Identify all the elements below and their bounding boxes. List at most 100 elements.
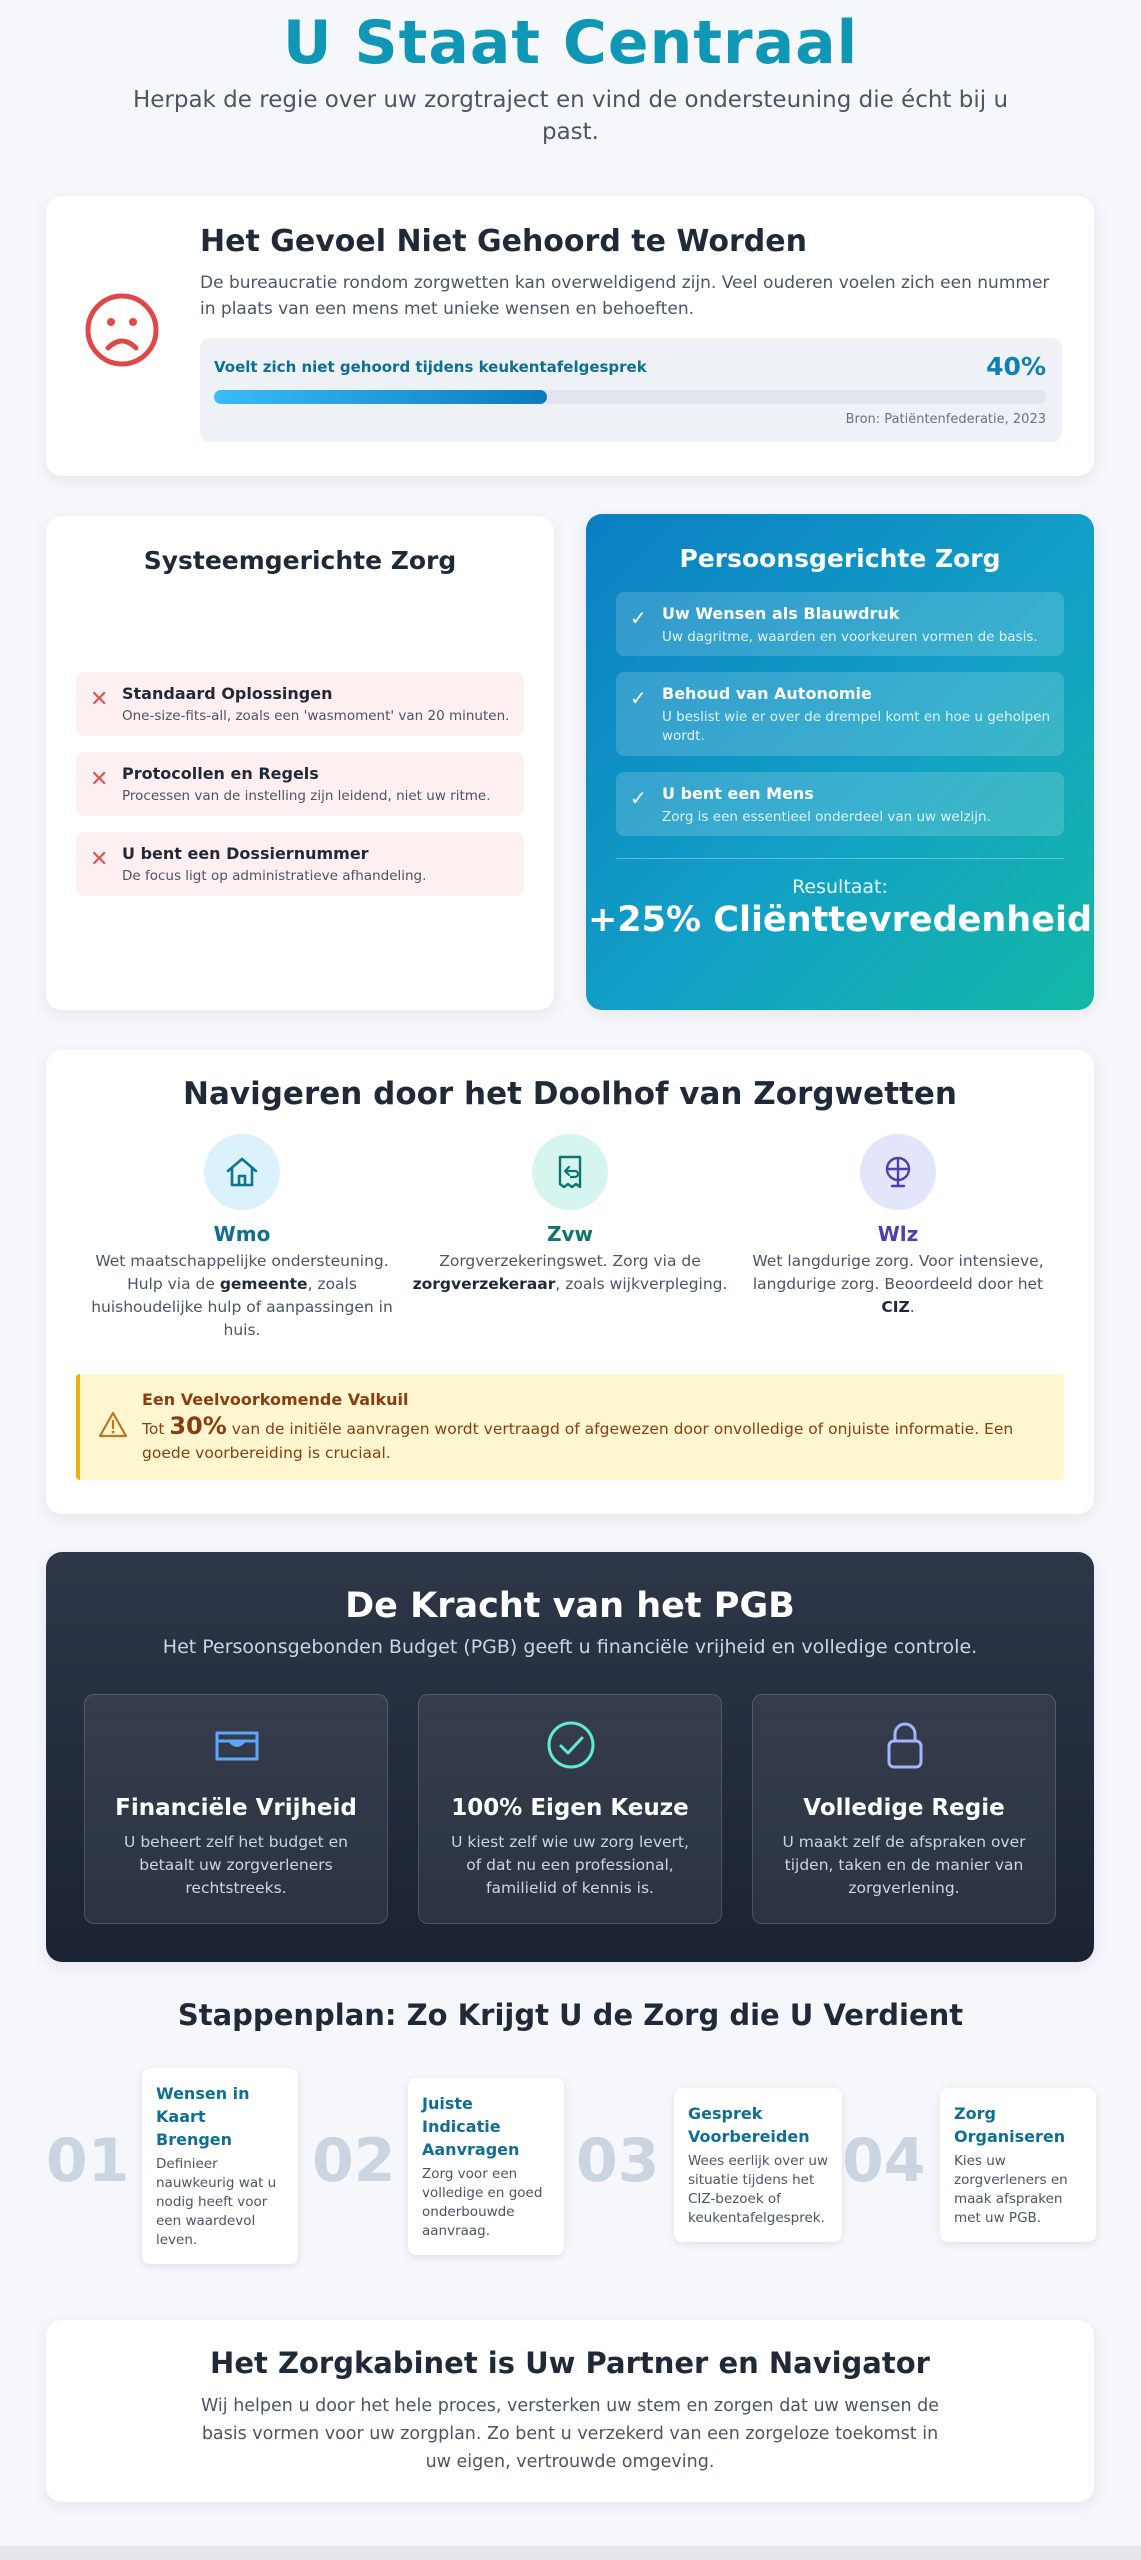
pitfall-title: Een Veelvoorkomende Valkuil [142,1390,409,1409]
law-desc: Wet langdurige zorg. Voor intensieve, la… [752,1252,1044,1316]
divider [616,858,1064,859]
stat-source: Bron: Patiëntenfederatie, 2023 [845,412,1046,427]
person-item: ✓ Behoud van Autonomie U beslist wie er … [616,672,1064,756]
law-name: Wmo [213,1222,271,1246]
step-desc: Wees eerlijk over uw situatie tijdens he… [688,2153,829,2226]
step-number: 04 [842,2126,926,2196]
law-zvw: Zvw Zorgverzekeringswet. Zorg via de zor… [410,1134,730,1296]
result-label: Resultaat: [792,876,888,898]
pgb-subtitle: Het Persoonsgebonden Budget (PGB) geeft … [162,1636,978,1658]
system-item: ✕ Standaard Oplossingen One-size-fits-al… [76,672,524,736]
pgb-feature-desc: U beheert zelf het budget en betaalt uw … [124,1833,348,1897]
system-item: ✕ Protocollen en Regels Processen van de… [76,752,524,816]
step-card: Gesprek Voorbereiden Wees eerlijk over u… [674,2088,842,2242]
step-card: Juiste Indicatie Aanvragen Zorg voor een… [408,2078,564,2255]
system-item-title: U bent een Dossiernummer [122,844,369,863]
law-wlz: Wlz Wet langdurige zorg. Voor intensieve… [738,1134,1058,1319]
pgb-feature: Financiële Vrijheid U beheert zelf het b… [84,1694,388,1924]
problem-title: Het Gevoel Niet Gehoord te Worden [200,224,807,259]
law-name: Wlz [877,1222,919,1246]
warning-icon [98,1411,128,1438]
step-number: 01 [46,2126,130,2196]
cross-icon: ✕ [90,687,109,712]
system-item-desc: De focus ligt op administratieve afhande… [122,868,427,884]
check-circle-icon [547,1721,595,1769]
pgb-card: De Kracht van het PGB Het Persoonsgebond… [46,1552,1094,1962]
pitfall-text: Tot 30% van de initiële aanvragen wordt … [142,1412,1014,1462]
law-desc: Zorgverzekeringswet. Zorg via de zorgver… [412,1252,728,1293]
check-icon: ✓ [630,606,647,630]
pgb-title: De Kracht van het PGB [345,1586,795,1626]
step-card: Wensen in Kaart Brengen Definieer nauwke… [142,2068,298,2264]
pgb-feature: Volledige Regie U maakt zelf de afsprake… [752,1694,1056,1924]
step-title: Wensen in Kaart Brengen [156,2084,250,2149]
law-desc: Wet maatschappelijke ondersteuning. Hulp… [91,1252,393,1339]
wallet-icon [215,1731,259,1761]
pgb-feature-title: Volledige Regie [803,1795,1005,1821]
cross-icon: ✕ [90,847,109,872]
person-item-title: Uw Wensen als Blauwdruk [662,604,900,623]
stat-progress-track [214,390,1046,404]
person-item: ✓ Uw Wensen als Blauwdruk Uw dagritme, w… [616,592,1064,656]
steps-title: Stappenplan: Zo Krijgt U de Zorg die U V… [177,1998,964,2032]
long-term-care-icon [885,1156,911,1188]
pgb-feature: 100% Eigen Keuze U kiest zelf wie uw zor… [418,1694,722,1924]
system-item-desc: One-size-fits-all, zoals een 'wasmoment'… [122,708,510,724]
person-item: ✓ U bent een Mens Zorg is een essentieel… [616,772,1064,836]
person-care-title: Persoonsgerichte Zorg [679,544,1001,573]
step-title: Juiste Indicatie Aanvragen [422,2094,520,2159]
step-card: Zorg Organiseren Kies uw zorgverleners e… [940,2088,1096,2242]
lock-icon [887,1722,923,1769]
system-item-title: Standaard Oplossingen [122,684,333,703]
page-subtitle: Herpak de regie over uw zorgtraject en v… [132,87,1009,145]
pgb-feature-title: 100% Eigen Keuze [451,1795,689,1821]
result-value: +25% Cliënttevredenheid [587,900,1093,940]
step-desc: Kies uw zorgverleners en maak afspraken … [954,2153,1068,2226]
sad-face-icon [85,293,159,367]
pgb-feature-desc: U maakt zelf de afspraken over tijden, t… [782,1833,1026,1897]
page-title: U Staat Centraal [282,8,859,78]
house-icon [226,1157,258,1187]
person-care-card: Persoonsgerichte Zorg ✓ Uw Wensen als Bl… [586,514,1094,1010]
law-icon-circle [204,1134,280,1210]
closing-text: Wij helpen u door het hele proces, verst… [200,2396,940,2472]
stat-box: Voelt zich niet gehoord tijdens keukenta… [200,338,1062,442]
footer-bar [0,2546,1141,2560]
stat-progress-fill [214,390,547,404]
system-item-desc: Processen van de instelling zijn leidend… [122,788,491,804]
closing-card: Het Zorgkabinet is Uw Partner en Navigat… [46,2320,1094,2502]
step-desc: Definieer nauwkeurig wat u nodig heeft v… [156,2156,277,2248]
person-item-desc: Uw dagritme, waarden en voorkeuren vorme… [662,629,1038,645]
step-desc: Zorg voor een volledige en goed onderbou… [422,2166,543,2239]
closing-title: Het Zorgkabinet is Uw Partner en Navigat… [210,2346,930,2380]
stat-label: Voelt zich niet gehoord tijdens keukenta… [214,358,647,376]
cross-icon: ✕ [90,767,109,792]
system-care-title: Systeemgerichte Zorg [143,546,457,575]
problem-text: De bureaucratie rondom zorgwetten kan ov… [200,273,1050,319]
system-care-card: Systeemgerichte Zorg ✕ Standaard Oplossi… [46,516,554,1010]
insurance-receipt-icon [558,1155,582,1189]
law-icon-circle [532,1134,608,1210]
system-item-title: Protocollen en Regels [122,764,319,783]
care-laws-title: Navigeren door het Doolhof van Zorgwette… [183,1076,957,1112]
law-name: Zvw [546,1222,593,1246]
person-item-title: U bent een Mens [662,784,814,803]
step-title: Gesprek Voorbereiden [688,2104,810,2146]
pitfall-alert: Een Veelvoorkomende Valkuil Tot 30% van … [76,1374,1064,1480]
person-item-desc: Zorg is een essentieel onderdeel van uw … [662,809,991,825]
step-number: 03 [576,2126,660,2196]
problem-card: Het Gevoel Niet Gehoord te Worden De bur… [46,196,1094,476]
person-item-title: Behoud van Autonomie [662,684,872,703]
step-number: 02 [312,2126,396,2196]
person-item-desc: U beslist wie er over de drempel komt en… [662,709,1051,744]
law-wmo: Wmo Wet maatschappelijke ondersteuning. … [82,1134,402,1342]
check-icon: ✓ [630,786,647,810]
system-item: ✕ U bent een Dossiernummer De focus ligt… [76,832,524,896]
pitfall-percentage: 30% [169,1412,227,1440]
care-laws-card: Navigeren door het Doolhof van Zorgwette… [46,1050,1094,1514]
law-icon-circle [860,1134,936,1210]
pgb-feature-desc: U kiest zelf wie uw zorg levert, of dat … [451,1833,689,1897]
pgb-feature-title: Financiële Vrijheid [115,1795,357,1821]
step-title: Zorg Organiseren [954,2104,1066,2146]
